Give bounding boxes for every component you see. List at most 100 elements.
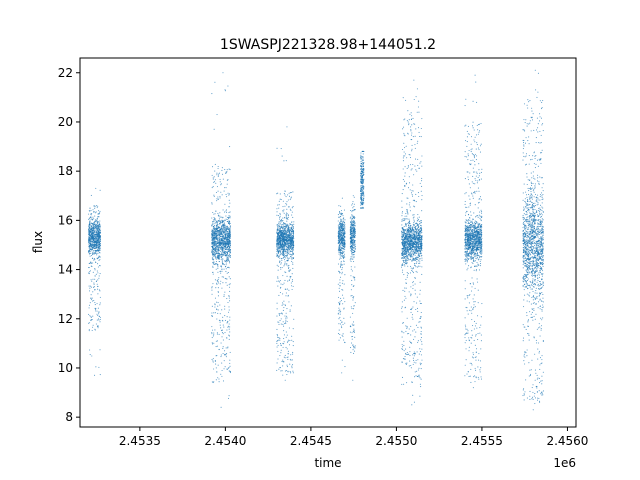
data-point	[353, 296, 355, 298]
data-point	[98, 228, 100, 230]
data-point	[98, 243, 100, 245]
data-point	[281, 239, 283, 241]
data-point	[92, 237, 94, 239]
data-point	[229, 146, 231, 148]
data-point	[361, 207, 363, 209]
data-point	[338, 323, 340, 325]
data-point	[281, 267, 283, 269]
data-point	[94, 268, 96, 270]
data-point	[276, 302, 278, 304]
data-point	[340, 251, 342, 254]
data-point	[293, 245, 295, 247]
data-point	[289, 257, 291, 259]
data-point	[217, 198, 219, 200]
data-point	[279, 249, 281, 251]
data-point	[351, 258, 353, 260]
data-point	[340, 260, 342, 263]
data-point	[360, 161, 362, 163]
data-point	[361, 201, 363, 203]
data-point	[211, 229, 213, 232]
data-point	[225, 337, 228, 339]
data-point	[219, 215, 221, 217]
data-point	[89, 302, 91, 304]
data-point	[288, 247, 290, 249]
data-point	[88, 330, 90, 332]
data-point	[99, 273, 101, 275]
data-point	[90, 216, 92, 218]
data-point	[96, 270, 98, 272]
data-point	[214, 304, 216, 306]
data-point	[218, 237, 221, 239]
data-point	[343, 317, 345, 319]
data-point	[338, 287, 340, 289]
data-point	[284, 315, 286, 317]
data-point	[339, 221, 341, 223]
data-point	[222, 346, 224, 348]
data-point	[286, 364, 288, 366]
data-point	[229, 245, 232, 247]
data-point	[283, 256, 285, 258]
data-point	[279, 338, 281, 340]
data-point	[287, 228, 289, 230]
data-point	[88, 228, 90, 231]
data-point	[93, 226, 95, 228]
data-point	[214, 232, 216, 234]
data-point	[340, 257, 342, 260]
data-point	[288, 289, 290, 291]
data-point	[99, 249, 101, 251]
data-point	[222, 316, 224, 318]
data-point	[287, 199, 289, 201]
data-point	[291, 226, 293, 228]
data-point	[279, 236, 281, 238]
data-point	[283, 237, 285, 239]
data-point	[350, 223, 352, 225]
data-point	[360, 154, 362, 156]
data-point	[98, 248, 100, 250]
data-point	[353, 328, 355, 330]
data-point	[216, 283, 218, 285]
data-point	[360, 174, 362, 176]
data-point	[276, 193, 278, 195]
data-point	[213, 128, 215, 130]
data-point	[288, 327, 290, 329]
data-point	[96, 252, 98, 254]
data-point	[288, 225, 290, 227]
data-point	[228, 256, 230, 258]
data-point	[216, 371, 218, 373]
data-point	[228, 262, 231, 264]
data-point	[227, 311, 230, 313]
data-point	[289, 243, 291, 245]
data-point	[88, 246, 90, 248]
data-point	[283, 209, 285, 211]
data-point	[214, 233, 216, 235]
data-point	[220, 356, 222, 358]
data-point	[339, 313, 341, 315]
data-point	[350, 238, 352, 240]
data-point	[339, 230, 341, 232]
data-point	[95, 231, 97, 233]
data-point	[278, 323, 280, 325]
data-point	[225, 236, 227, 238]
data-point	[291, 273, 293, 275]
data-point	[225, 230, 227, 232]
data-point	[292, 248, 294, 250]
data-point	[349, 347, 352, 349]
data-point	[222, 247, 224, 250]
data-point	[350, 260, 352, 262]
data-point	[215, 221, 217, 223]
data-point	[93, 282, 95, 284]
data-point	[361, 203, 363, 205]
data-point	[341, 247, 343, 249]
data-point	[350, 306, 352, 308]
data-point	[211, 289, 213, 291]
data-point	[350, 243, 352, 245]
data-point	[291, 367, 293, 369]
data-point	[286, 374, 288, 376]
data-point	[98, 319, 100, 321]
data-point	[282, 244, 284, 246]
data-point	[339, 241, 341, 243]
data-point	[220, 327, 222, 329]
data-point	[217, 233, 219, 235]
data-point	[351, 279, 353, 282]
